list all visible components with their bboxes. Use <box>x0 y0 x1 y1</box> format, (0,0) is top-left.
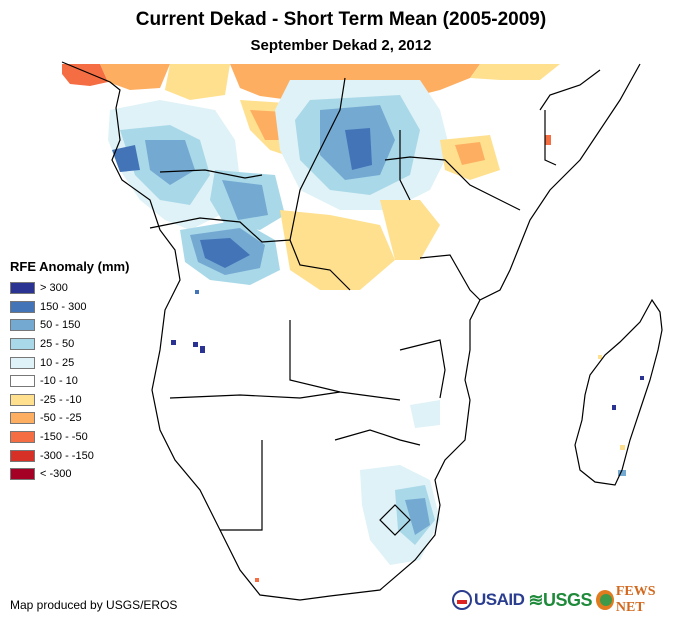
legend-item: -300 - -150 <box>10 446 129 465</box>
border <box>159 169 263 179</box>
legend-label: -300 - -150 <box>40 449 94 462</box>
legend-swatch <box>10 468 35 481</box>
anomaly-pixel <box>195 290 199 294</box>
anomaly-pixel <box>200 346 205 353</box>
legend-swatch <box>10 449 35 462</box>
legend-label: > 300 <box>40 282 68 295</box>
anomaly-pixel <box>255 578 259 582</box>
anomaly-region <box>405 498 430 535</box>
usaid-seal-icon <box>452 590 472 610</box>
anomaly-region <box>410 400 440 428</box>
map-title: Current Dekad - Short Term Mean (2005-20… <box>135 9 547 30</box>
anomaly-region <box>200 238 250 268</box>
logo-bar: USAID ≋USGS FEWS NET <box>452 584 680 616</box>
usgs-logo-label: USGS <box>543 589 593 610</box>
anomaly-region <box>145 140 195 185</box>
legend-item: < -300 <box>10 465 129 484</box>
anomaly-pixel <box>620 445 625 450</box>
usgs-logo-text: ≋USGS <box>528 589 593 610</box>
anomaly-region <box>112 145 140 172</box>
anomaly-pixel <box>640 376 644 380</box>
anomaly-fill-layer <box>62 64 644 582</box>
legend-label: 25 - 50 <box>40 338 75 351</box>
usaid-logo-text: USAID <box>474 590 525 609</box>
fews-net-logo-text: FEWS NET <box>615 584 656 615</box>
legend-label: < -300 <box>40 468 72 481</box>
anomaly-pixel <box>598 355 602 359</box>
legend-item: > 300 <box>10 279 129 298</box>
anomaly-pixel <box>171 340 176 345</box>
anomaly-map <box>61 61 663 601</box>
legend-swatch <box>10 319 35 332</box>
country-borders <box>61 61 663 601</box>
globe-icon <box>596 590 614 610</box>
border <box>544 110 557 166</box>
legend-swatch <box>10 338 35 351</box>
anomaly-region <box>345 128 372 170</box>
border <box>379 504 411 536</box>
border <box>399 339 446 399</box>
legend-item: -25 - -10 <box>10 391 129 410</box>
legend-title: RFE Anomaly (mm) <box>10 259 130 274</box>
anomaly-region <box>165 64 230 100</box>
legend-item: -150 - -50 <box>10 428 129 447</box>
fews-net-logo: FEWS NET <box>596 584 680 616</box>
border <box>289 77 346 241</box>
legend-swatch <box>10 431 35 444</box>
legend-item: 50 - 150 <box>10 316 129 335</box>
anomaly-pixel <box>193 342 198 347</box>
legend-label: -25 - -10 <box>40 393 82 406</box>
legend-label: 150 - 300 <box>40 300 87 313</box>
legend: RFE Anomaly (mm) > 300 150 - 300 50 - 15… <box>10 259 129 484</box>
anomaly-region <box>380 200 440 260</box>
legend-swatch <box>10 356 35 369</box>
border <box>399 130 411 201</box>
legend-item: 25 - 50 <box>10 335 129 354</box>
anomaly-region <box>280 210 395 290</box>
anomaly-region <box>470 64 560 80</box>
legend-swatch <box>10 393 35 406</box>
legend-item: 10 - 25 <box>10 353 129 372</box>
legend-item: -50 - -25 <box>10 409 129 428</box>
usgs-logo: ≋USGS <box>528 590 592 611</box>
border <box>149 217 351 291</box>
legend-swatch <box>10 412 35 425</box>
legend-item: 150 - 300 <box>10 298 129 317</box>
map-subtitle: September Dekad 2, 2012 <box>250 37 432 54</box>
map-credit: Map produced by USGS/EROS <box>10 598 178 612</box>
border <box>169 391 341 399</box>
legend-label: 10 - 25 <box>40 356 75 369</box>
anomaly-pixel <box>612 405 616 410</box>
border <box>289 320 401 401</box>
legend-swatch <box>10 282 35 295</box>
legend-label: -50 - -25 <box>40 412 82 425</box>
legend-label: -150 - -50 <box>40 431 88 444</box>
anomaly-region <box>455 142 485 165</box>
border <box>419 254 481 301</box>
legend-swatch <box>10 375 35 388</box>
legend-label: -10 - 10 <box>40 375 78 388</box>
legend-item: -10 - 10 <box>10 372 129 391</box>
anomaly-region <box>100 64 170 90</box>
border <box>220 440 263 531</box>
usaid-logo: USAID <box>452 590 525 610</box>
anomaly-pixel <box>545 135 551 145</box>
legend-swatch <box>10 300 35 313</box>
border <box>334 429 421 446</box>
coastline <box>61 61 641 601</box>
border <box>539 69 601 111</box>
anomaly-region <box>222 180 268 220</box>
border <box>384 156 521 211</box>
anomaly-region <box>62 64 108 86</box>
madagascar-outline <box>574 298 663 486</box>
anomaly-pixel <box>618 470 626 476</box>
legend-label: 50 - 150 <box>40 319 81 332</box>
